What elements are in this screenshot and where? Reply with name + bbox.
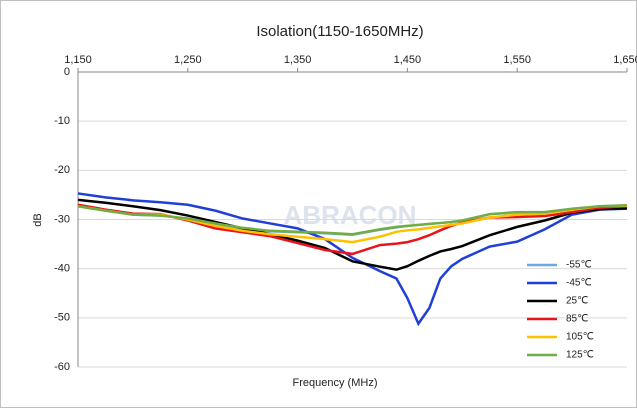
legend-label: 25℃ bbox=[566, 296, 588, 307]
x-tick-label: 1,550 bbox=[503, 54, 531, 66]
chart-title: Isolation(1150-1650MHz) bbox=[256, 23, 423, 40]
x-axis-label: Frequency (MHz) bbox=[293, 377, 378, 389]
x-tick-label: 1,650 bbox=[613, 54, 637, 66]
series-line bbox=[77, 203, 628, 236]
y-tick-label: -40 bbox=[54, 263, 70, 275]
legend-label: 85℃ bbox=[566, 314, 588, 325]
legend-label: -55℃ bbox=[566, 260, 592, 271]
legend-label: 125℃ bbox=[566, 350, 594, 361]
y-axis-label: dB bbox=[32, 213, 44, 226]
x-tick-label: 1,350 bbox=[284, 54, 312, 66]
x-tick-label: 1,250 bbox=[174, 54, 202, 66]
x-tick-label: 1,150 bbox=[64, 54, 92, 66]
series-line bbox=[77, 198, 628, 271]
legend-label: -45℃ bbox=[566, 278, 592, 289]
legend-label: 105℃ bbox=[566, 332, 594, 343]
y-tick-label: -50 bbox=[54, 312, 70, 324]
x-tick-label: 1,450 bbox=[394, 54, 422, 66]
y-tick-label: -20 bbox=[54, 164, 70, 176]
y-tick-label: -30 bbox=[54, 213, 70, 225]
y-tick-label: 0 bbox=[64, 66, 70, 78]
series-line bbox=[77, 192, 628, 327]
y-tick-label: -10 bbox=[54, 115, 70, 127]
watermark: ABRACON bbox=[284, 200, 417, 230]
y-tick-label: -60 bbox=[54, 361, 70, 373]
